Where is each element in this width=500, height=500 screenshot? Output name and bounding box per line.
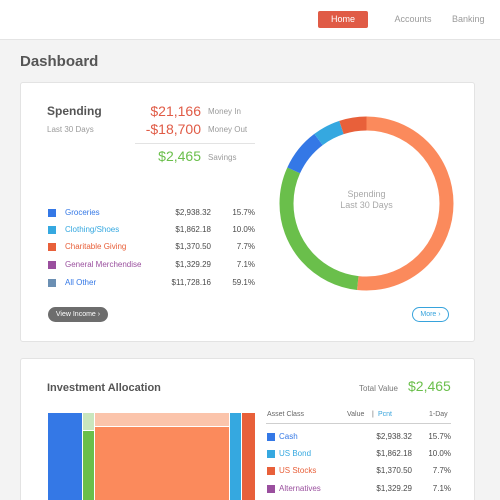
savings-amount: $2,465	[158, 148, 201, 164]
category-name: Charitable Giving	[65, 242, 127, 251]
view-income-label: View Income	[55, 311, 96, 318]
asset-value: $1,329.29	[376, 484, 412, 493]
treemap-light-green-block	[83, 413, 94, 430]
category-row[interactable]: Clothing/Shoes $1,862.18 10.0%	[47, 224, 257, 236]
asset-swatch	[267, 467, 275, 475]
category-row[interactable]: Charitable Giving $1,370.50 7.7%	[47, 241, 257, 253]
asset-value: $2,938.32	[376, 432, 412, 441]
investment-title: Investment Allocation	[47, 382, 161, 394]
category-amount: $1,370.50	[175, 242, 211, 251]
chevron-right-icon: ›	[438, 311, 441, 318]
more-label: More	[420, 311, 437, 318]
investment-treemap	[48, 413, 255, 500]
asset-name: Cash	[279, 432, 298, 441]
asset-swatch	[267, 433, 275, 441]
category-name: General Merchendise	[65, 260, 142, 269]
asset-value: $1,862.18	[376, 449, 412, 458]
category-percent: 15.7%	[232, 208, 255, 217]
asset-swatch	[267, 485, 275, 493]
more-button[interactable]: More ›	[412, 307, 449, 322]
savings-label: Savings	[208, 153, 237, 162]
category-percent: 7.7%	[236, 242, 255, 251]
category-amount: $11,728.16	[171, 278, 211, 287]
asset-day-change: 7.7%	[432, 466, 451, 475]
nav-home-tab[interactable]: Home	[318, 11, 368, 28]
asset-swatch	[267, 450, 275, 458]
treemap-us-stocks-block	[242, 413, 255, 500]
category-amount: $2,938.32	[175, 208, 211, 217]
table-row[interactable]: US Stocks $1,370.50 7.7%	[266, 465, 451, 477]
category-swatch	[48, 226, 56, 234]
category-name: Groceries	[65, 208, 100, 217]
donut-label-line2: Last 30 Days	[340, 200, 393, 210]
category-row[interactable]: All Other $11,728.16 59.1%	[47, 277, 257, 289]
money-out-label: Money Out	[208, 125, 248, 134]
category-swatch	[48, 261, 56, 269]
table-row[interactable]: Alternatives $1,329.29 7.1%	[266, 483, 451, 495]
total-value-label: Total Value	[359, 384, 398, 393]
category-percent: 7.1%	[236, 260, 255, 269]
donut-segment-green	[279, 116, 454, 291]
money-out-amount: -$18,700	[145, 121, 201, 137]
spending-card: Spending Last 30 Days $21,166 Money In -…	[20, 82, 475, 342]
asset-day-change: 15.7%	[428, 432, 451, 441]
page-title: Dashboard	[20, 53, 99, 70]
treemap-light-orange-block	[95, 413, 229, 426]
category-percent: 10.0%	[232, 225, 255, 234]
top-navigation: Home Accounts Banking	[0, 0, 500, 40]
donut-center-label: Spending Last 30 Days	[319, 189, 414, 211]
asset-class-header[interactable]: Asset Class	[267, 411, 304, 418]
asset-day-change: 7.1%	[432, 484, 451, 493]
table-row[interactable]: Cash $2,938.32 15.7%	[266, 431, 451, 443]
money-in-label: Money In	[208, 107, 241, 116]
category-row[interactable]: General Merchendise $1,329.29 7.1%	[47, 259, 257, 271]
spending-title: Spending	[47, 104, 102, 118]
chevron-right-icon: ›	[97, 311, 101, 318]
nav-banking-tab[interactable]: Banking	[452, 14, 485, 24]
asset-value: $1,370.50	[376, 466, 412, 475]
category-name: All Other	[65, 278, 97, 287]
treemap-us-bond-block	[230, 413, 241, 500]
view-income-button[interactable]: View Income ›	[48, 307, 108, 322]
asset-name: Alternatives	[279, 484, 321, 493]
treemap-green-block	[83, 431, 94, 500]
total-value-amount: $2,465	[408, 378, 451, 394]
pcnt-header[interactable]: Pcnt	[378, 411, 393, 418]
donut-label-line1: Spending	[347, 189, 386, 199]
table-row[interactable]: US Bond $1,862.18 10.0%	[266, 448, 451, 460]
value-header[interactable]: Value	[347, 411, 365, 418]
nav-accounts-tab[interactable]: Accounts	[394, 14, 432, 24]
asset-day-change: 10.0%	[428, 449, 451, 458]
spending-subtitle: Last 30 Days	[47, 125, 94, 134]
donut-segment-red	[279, 116, 454, 291]
money-in-amount: $21,166	[150, 103, 201, 119]
table-header-divider	[266, 423, 451, 424]
investment-card: Investment Allocation Total Value $2,465…	[20, 358, 475, 500]
category-swatch	[48, 279, 56, 287]
category-name: Clothing/Shoes	[65, 225, 120, 234]
summary-divider	[135, 143, 255, 144]
treemap-cash-block	[48, 413, 82, 500]
category-amount: $1,329.29	[175, 260, 211, 269]
category-swatch	[48, 209, 56, 217]
category-row[interactable]: Groceries $2,938.32 15.7%	[47, 207, 257, 219]
treemap-orange-block	[95, 427, 229, 500]
asset-name: US Stocks	[279, 466, 317, 475]
category-amount: $1,862.18	[175, 225, 211, 234]
one-day-header[interactable]: 1-Day	[429, 411, 448, 418]
category-percent: 59.1%	[232, 278, 255, 287]
spending-donut-chart	[279, 116, 454, 291]
category-swatch	[48, 243, 56, 251]
header-separator: |	[372, 411, 374, 418]
asset-name: US Bond	[279, 449, 312, 458]
